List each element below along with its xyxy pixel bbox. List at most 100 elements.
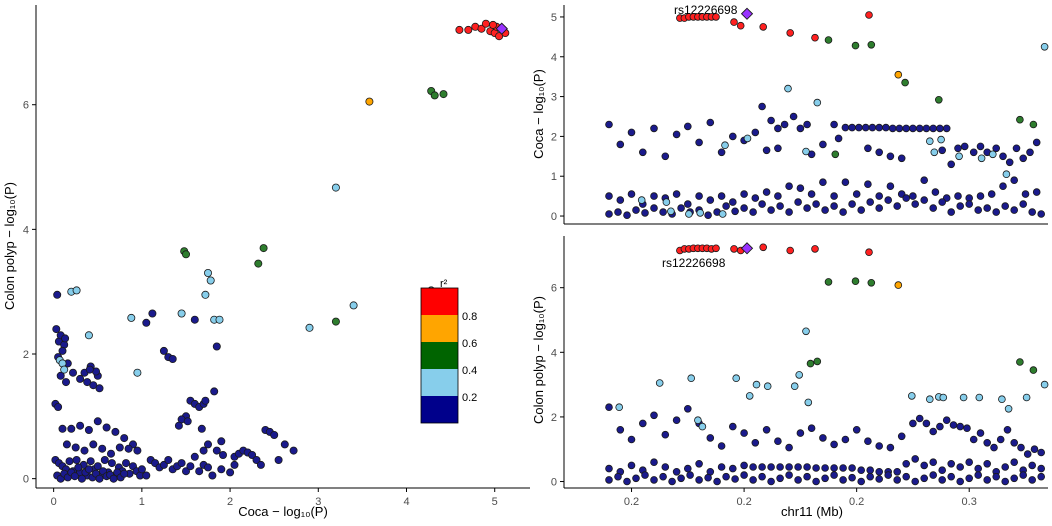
scatter-point-dark_blue [159,460,168,469]
regional-top-point-dark_blue [875,192,883,200]
scatter-point-dark_blue [54,402,63,411]
regional-bottom-point-dark_blue [695,476,703,484]
regional-top-point-dark_blue [830,202,838,210]
regional-top-panel: 0 1 2 3 4 5 rs12226698 Coca − log₁₀(P) [531,3,1049,225]
scatter-point-dark_blue [199,446,208,455]
regional-bottom-point-dark_blue [706,434,715,442]
regional-top-point-light_blue [925,137,934,146]
scatter-point-red [488,20,497,29]
regional-bottom-point-dark_blue [956,463,964,471]
regional-bottom-point-dark_blue [749,476,757,484]
scatter-point-green [254,259,263,268]
scatter-point-dark_blue [95,474,104,483]
regional-top-point-dark_blue [803,204,811,212]
regional-top-point-dark_blue [875,148,883,157]
regional-bottom-point-red [712,244,720,253]
scatter-point-dark_blue [120,469,129,478]
scatter-point-light_blue [349,301,358,310]
legend-swatch-2 [421,342,458,369]
regional-top-point-dark_blue [616,196,625,204]
scatter-point-dark_blue [201,396,210,405]
scatter-point-dark_blue [61,334,70,343]
scatter-point-dark_blue [115,443,124,452]
scatter-xtick-label: 5 [492,496,498,508]
bottom-ticks: 0 2 4 6 0.2 0.2 0.2 0.3 [551,283,977,508]
regional-bottom-point-dark_blue [983,438,991,447]
regional-bottom-point-dark_blue [897,432,906,441]
regional-bottom-point-dark_blue [751,438,760,447]
regional-bottom-point-dark_blue [767,463,775,471]
scatter-point-dark_blue [71,443,80,452]
regional-bottom-point-light_blue [655,379,664,387]
regional-bottom-point-dark_blue [794,476,802,484]
regional-top-point-dark_blue [902,124,910,133]
regional-top-point-dark_blue [796,124,805,133]
regional-bottom-point-dark_blue [839,464,847,472]
regional-top-point-dark_blue [659,208,667,216]
regional-top-ytick-label: 2 [551,131,557,143]
regional-bottom-point-light_blue [763,382,772,391]
regional-top-point-dark_blue [841,123,850,132]
scatter-point-dark_blue [203,463,212,472]
scatter-point-dark_blue [67,424,76,433]
regional-bottom-point-light_blue [752,380,761,389]
regional-top-point-dark_blue [785,182,793,191]
regional-top-point-dark_blue [882,123,890,132]
regional-bottom-point-dark_blue [683,464,692,473]
regional-bottom-point-dark_blue [668,477,676,486]
regional-top-ytick-label: 5 [551,12,557,24]
regional-top-point-dark_blue [683,200,692,208]
scatter-point-dark_blue [86,457,95,466]
scatter-point-dark_blue [164,455,173,464]
regional-top-point-dark_blue [650,192,658,200]
regional-bottom-point-green [867,278,876,287]
regional-top-point-dark_blue [1010,206,1018,214]
regional-bottom-point-dark_blue [785,471,793,479]
regional-bottom-point-dark_blue [920,474,928,483]
scatter-point-dark_blue [137,465,146,474]
scatter-point-dark_blue [190,315,199,324]
regional-bottom-point-dark_blue [627,435,636,444]
legend-label-0.8: 0.8 [462,311,477,323]
regional-top-ytick-label: 0 [551,211,557,223]
regional-top-point-dark_blue [931,188,940,196]
scatter-point-dark_blue [98,444,107,453]
scatter-point-light_blue [215,315,224,324]
scatter-point-dark_blue [62,440,71,449]
regional-bottom-point-dark_blue [672,467,681,476]
regional-bottom-point-dark_blue [605,464,613,473]
regional-top-point-dark_blue [717,192,726,200]
scatter-point-dark_blue [174,421,183,430]
legend-swatch-1 [421,315,458,342]
regional-bottom-point-dark_blue [731,475,739,483]
regional-bottom-point-dark_blue [841,435,850,444]
regional-bottom-xtick-label: 0.3 [962,496,977,508]
regional-bottom-point-light_blue [1022,393,1031,402]
regional-top-point-light_blue [813,98,822,107]
regional-top-point-dark_blue [992,208,1000,216]
regional-top-point-dark_blue [751,128,760,137]
regional-top-point-dark_blue [749,208,757,216]
scatter-point-dark_blue [190,452,199,461]
bottom-x-axis-title: chr11 (Mb) [781,504,843,519]
regional-top-point-light_blue [685,210,693,218]
scatter-point-dark_blue [85,365,94,374]
regional-top-ytick-label: 1 [551,171,557,183]
regional-bottom-point-dark_blue [1017,443,1025,452]
scatter-point-green [259,244,268,253]
regional-bottom-point-light_blue [925,395,934,404]
regional-top-point-dark_blue [839,208,847,216]
regional-bottom-point-dark_blue [983,476,991,484]
regional-bottom-point-light_blue [1004,404,1013,413]
scatter-point-green [181,250,190,259]
regional-bottom-point-dark_blue [683,404,692,413]
regional-top-point-dark_blue [796,184,805,193]
regional-top-point-dark_blue [807,190,816,198]
regional-top-point-dark_blue [758,200,766,208]
regional-bottom-point-dark_blue [938,476,946,484]
regional-top-point-dark_blue [960,142,969,151]
scatter-point-dark_blue [93,462,102,471]
regional-bottom-point-dark_blue [762,425,771,434]
scatter-point-red [455,25,464,34]
regional-top-point-dark_blue [857,206,865,214]
